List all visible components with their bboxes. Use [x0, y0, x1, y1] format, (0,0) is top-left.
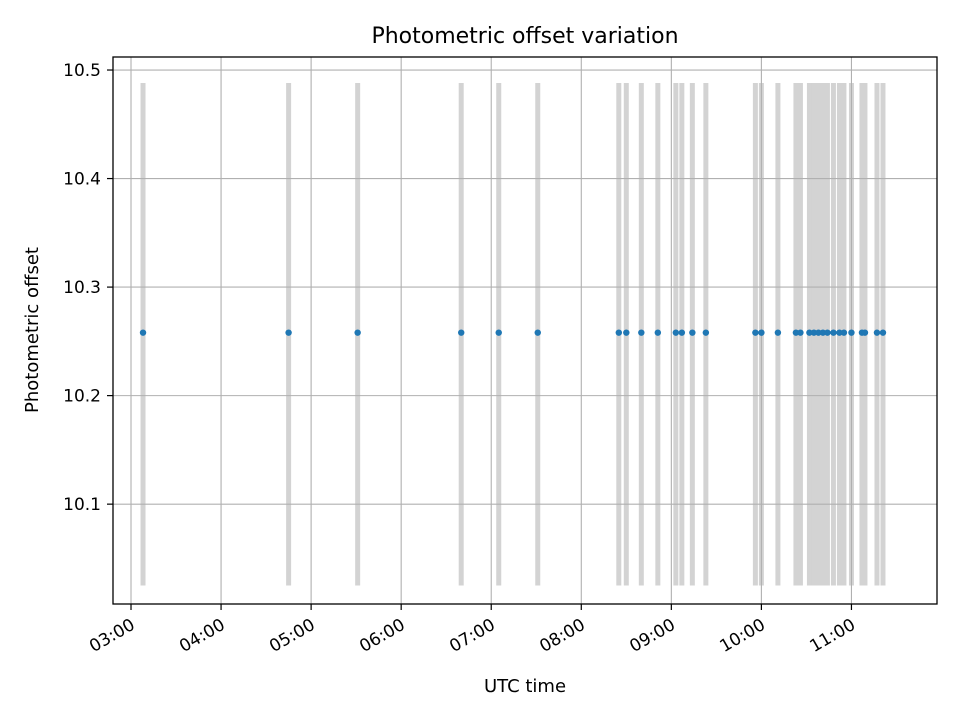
y-tick-label: 10.2 — [63, 387, 101, 407]
data-point — [702, 329, 710, 336]
data-point — [615, 329, 623, 336]
y-tick-label: 10.3 — [63, 278, 101, 298]
data-point — [285, 329, 292, 336]
data-point — [672, 329, 680, 336]
data-point — [654, 329, 662, 336]
data-point — [873, 329, 881, 336]
data-point — [879, 329, 887, 336]
data-point — [623, 329, 630, 336]
data-point — [774, 329, 782, 336]
x-axis-label: UTC time — [484, 676, 566, 697]
x-tick-label: 07:00 — [446, 615, 498, 657]
x-tick-label: 03:00 — [86, 615, 138, 657]
x-tick-label: 11:00 — [807, 615, 859, 657]
data-point — [824, 329, 831, 336]
x-tick-label: 06:00 — [356, 615, 408, 657]
data-point — [792, 329, 800, 336]
x-axis-ticks: 03:00 04:00 05:00 06:00 07:00 08:00 09:00 10:00… — [86, 604, 859, 657]
chart-title: Photometric offset variation — [371, 24, 678, 49]
grid-lines — [113, 57, 937, 604]
data-point — [861, 329, 869, 336]
data-point — [797, 329, 804, 336]
plot-frame — [112, 56, 938, 605]
data-point — [848, 329, 855, 336]
y-tick-label: 10.5 — [63, 61, 101, 81]
x-tick-label: 05:00 — [266, 615, 318, 657]
data-point — [815, 329, 822, 336]
data-point — [819, 329, 827, 336]
data-point — [806, 329, 813, 336]
data-point — [810, 329, 818, 336]
data-point — [458, 329, 465, 336]
data-point — [678, 329, 686, 336]
x-tick-label: 09:00 — [626, 615, 678, 657]
y-tick-label: 10.4 — [63, 170, 101, 190]
y-tick-label: 10.1 — [63, 495, 101, 515]
data-point — [354, 329, 361, 336]
data-point — [752, 329, 759, 336]
data-point — [830, 329, 837, 336]
data-points — [139, 329, 887, 336]
data-point — [139, 329, 147, 336]
y-axis-label: Photometric offset — [22, 247, 43, 413]
data-point — [495, 329, 502, 336]
data-point — [840, 329, 848, 336]
x-tick-label: 10:00 — [716, 615, 768, 657]
data-point — [689, 329, 696, 336]
y-axis-ticks: 10.1 10.2 10.3 10.4 10.5 — [63, 61, 113, 515]
x-tick-label: 04:00 — [176, 615, 228, 657]
data-point — [758, 329, 765, 336]
data-point — [534, 329, 541, 336]
data-point — [836, 329, 843, 336]
x-tick-label: 08:00 — [536, 615, 588, 657]
data-point — [638, 329, 645, 336]
